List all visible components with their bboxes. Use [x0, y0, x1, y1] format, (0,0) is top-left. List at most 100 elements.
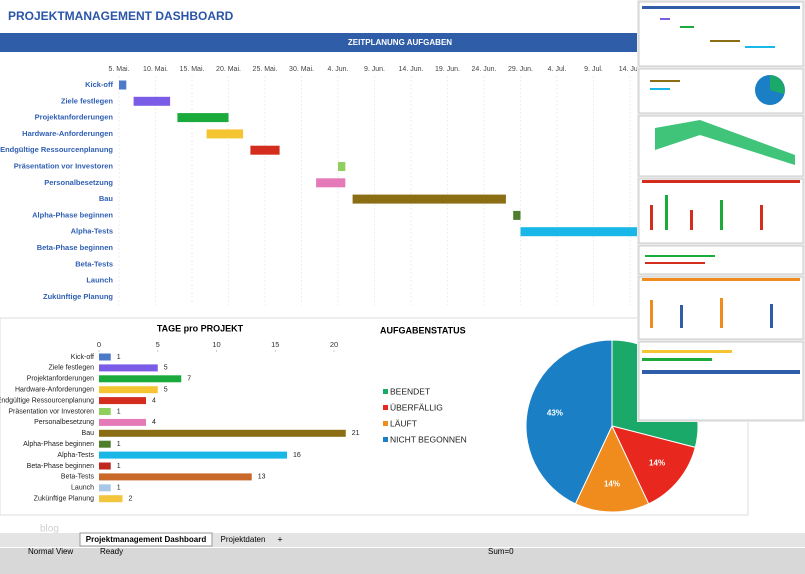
task-label: Beta-Tests: [75, 259, 113, 268]
value-label: 2: [129, 496, 133, 503]
bar: [99, 484, 111, 492]
pie-slice: [525, 339, 613, 505]
category-label: Beta-Phase beginnen: [27, 463, 94, 470]
bar: [99, 440, 111, 448]
x-tick-label: 24. Jun.: [472, 66, 497, 73]
category-label: Beta-Tests: [61, 474, 95, 481]
x-tick-label: 5: [156, 340, 160, 349]
legend-label: ÜBERFÄLLIG: [390, 402, 443, 412]
x-tick-label: 10: [212, 340, 220, 349]
bar: [99, 353, 111, 361]
legend-swatch: [383, 421, 388, 426]
task-label: Alpha-Phase beginnen: [32, 210, 113, 219]
legend-swatch: [383, 437, 388, 442]
category-label: Bau: [82, 430, 95, 437]
x-tick-label: 9. Jul.: [584, 66, 603, 73]
pie-slice: [574, 424, 650, 513]
task-label: Bau: [99, 194, 114, 203]
x-tick-label: 14. Jul.: [619, 66, 642, 73]
sum-field: Sum=0: [488, 547, 514, 556]
status-bar: [0, 548, 805, 574]
bar: [99, 451, 287, 459]
task-label: Launch: [86, 276, 113, 285]
add-sheet-button[interactable]: +: [277, 534, 282, 544]
gantt-banner: [0, 33, 637, 52]
task-bar: [352, 194, 506, 204]
value-label: 4: [152, 419, 156, 426]
task-label: Projektanforderungen: [35, 113, 114, 122]
value-label: 21: [352, 430, 360, 437]
task-label: Beta-Phase beginnen: [37, 243, 114, 252]
bar-title: TAGE pro PROJEKT: [157, 323, 244, 333]
value-label: 5: [164, 387, 168, 394]
dashboard-title: PROJEKTMANAGEMENT DASHBOARD: [8, 9, 234, 23]
x-tick-label: 4. Jun.: [327, 66, 348, 73]
legend-swatch: [383, 389, 388, 394]
pie-slice: [611, 425, 696, 505]
value-label: 16: [293, 452, 301, 459]
value-label: 1: [117, 408, 121, 415]
task-bar: [513, 210, 521, 220]
task-bar: [316, 178, 346, 188]
value-label: 4: [152, 397, 156, 404]
task-label: Alpha-Tests: [71, 227, 113, 236]
task-bar: [338, 162, 346, 171]
category-label: Präsentation vor Investoren: [8, 408, 94, 415]
thumbnail-panel: [637, 0, 805, 422]
value-label: 1: [117, 463, 121, 470]
task-bar: [177, 113, 229, 123]
bar: [99, 495, 123, 503]
task-label: Endgültige Ressourcenplanung: [0, 145, 113, 154]
legend-swatch: [383, 405, 388, 410]
value-label: 1: [117, 485, 121, 492]
value-label: 1: [117, 441, 121, 448]
x-tick-label: 4. Jul.: [548, 66, 567, 73]
sheet-tab[interactable]: Projektmanagement Dashboard: [86, 535, 207, 544]
x-tick-label: 0: [97, 340, 101, 349]
x-tick-label: 20. Mai.: [216, 66, 241, 73]
x-tick-label: 9. Jun.: [364, 66, 385, 73]
pie-title: AUFGABENSTATUS: [380, 325, 466, 335]
value-label: 13: [258, 474, 266, 481]
bar: [99, 462, 111, 470]
category-label: Endgültige Ressourcenplanung: [0, 397, 94, 404]
gantt-title: ZEITPLANUNG AUFGABEN: [348, 38, 452, 47]
slice-label: 14%: [649, 458, 665, 467]
gantt-chart: 5. Mai. 10. Mai. 15. Mai. 20. Mai. 25. Mai. 3…: [0, 66, 641, 305]
bar: [99, 473, 252, 481]
legend-label: NICHT BEGONNEN: [390, 434, 467, 444]
x-tick-label: 29. Jun.: [508, 66, 533, 73]
bar: [99, 386, 158, 394]
task-label: Personalbesetzung: [44, 178, 113, 187]
bar: [99, 364, 158, 372]
category-label: Alpha-Phase beginnen: [23, 441, 94, 448]
task-label: Präsentation vor Investoren: [14, 161, 114, 170]
legend-label: BEENDET: [390, 386, 430, 396]
ready-state: Ready: [100, 547, 123, 556]
slice-label: 14%: [604, 480, 620, 489]
task-label: Zukünftige Planung: [43, 292, 113, 301]
sheet-tab[interactable]: Projektdaten: [221, 535, 266, 544]
x-tick-label: 25. Mai.: [253, 66, 278, 73]
task-label: Ziele festlegen: [61, 96, 114, 105]
x-tick-label: 5. Mai.: [108, 66, 129, 73]
task-bar: [250, 145, 280, 155]
category-label: Zukünftige Planung: [34, 496, 94, 503]
task-bar: [119, 80, 127, 90]
task-bar: [520, 227, 638, 237]
bar: [99, 418, 146, 426]
view-mode: Normal View: [28, 547, 73, 556]
category-label: Personalbesetzung: [34, 419, 94, 426]
category-label: Projektanforderungen: [27, 376, 94, 383]
x-tick-label: 15: [271, 340, 279, 349]
watermark: blog: [40, 524, 59, 535]
category-label: Launch: [71, 485, 94, 492]
task-label: Kick-off: [85, 80, 113, 89]
bar: [99, 429, 346, 437]
x-tick-label: 19. Jun.: [435, 66, 460, 73]
category-label: Alpha-Tests: [57, 452, 94, 459]
category-label: Ziele festlegen: [48, 365, 94, 372]
x-tick-label: 30. Mai.: [289, 66, 314, 73]
